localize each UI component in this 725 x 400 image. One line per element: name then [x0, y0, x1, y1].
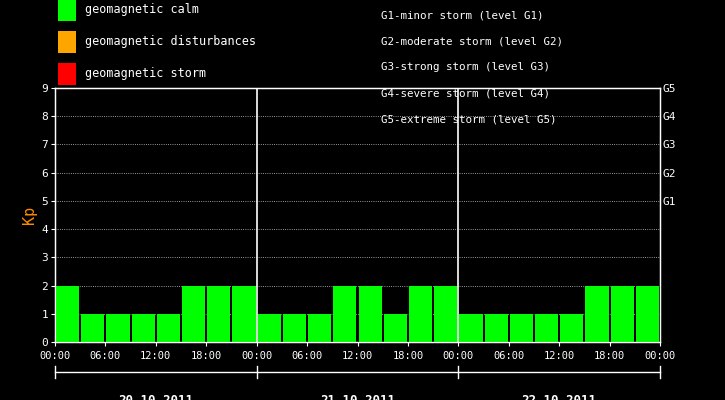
Bar: [610, 286, 634, 342]
Text: 22.10.2011: 22.10.2011: [522, 394, 597, 400]
Bar: [257, 314, 281, 342]
Bar: [233, 286, 256, 342]
Bar: [334, 286, 357, 342]
Bar: [434, 286, 457, 342]
Bar: [358, 286, 381, 342]
Bar: [535, 314, 558, 342]
Bar: [460, 314, 483, 342]
Text: geomagnetic storm: geomagnetic storm: [85, 68, 206, 80]
Bar: [56, 286, 79, 342]
Bar: [132, 314, 155, 342]
Bar: [636, 286, 659, 342]
Bar: [384, 314, 407, 342]
Text: 20.10.2011: 20.10.2011: [118, 394, 194, 400]
Bar: [107, 314, 130, 342]
Text: geomagnetic disturbances: geomagnetic disturbances: [85, 36, 256, 48]
Text: 21.10.2011: 21.10.2011: [320, 394, 395, 400]
Y-axis label: Kp: Kp: [22, 206, 37, 224]
Bar: [207, 286, 231, 342]
Text: G5-extreme storm (level G5): G5-extreme storm (level G5): [381, 114, 556, 124]
Bar: [182, 286, 205, 342]
Text: geomagnetic calm: geomagnetic calm: [85, 4, 199, 16]
Bar: [157, 314, 180, 342]
Text: G3-strong storm (level G3): G3-strong storm (level G3): [381, 62, 550, 72]
Bar: [81, 314, 104, 342]
Text: G4-severe storm (level G4): G4-severe storm (level G4): [381, 88, 550, 98]
Bar: [308, 314, 331, 342]
Bar: [409, 286, 432, 342]
Text: G1-minor storm (level G1): G1-minor storm (level G1): [381, 10, 543, 20]
Bar: [585, 286, 608, 342]
Bar: [560, 314, 584, 342]
Bar: [283, 314, 306, 342]
Text: G2-moderate storm (level G2): G2-moderate storm (level G2): [381, 36, 563, 46]
Bar: [510, 314, 533, 342]
Bar: [484, 314, 507, 342]
